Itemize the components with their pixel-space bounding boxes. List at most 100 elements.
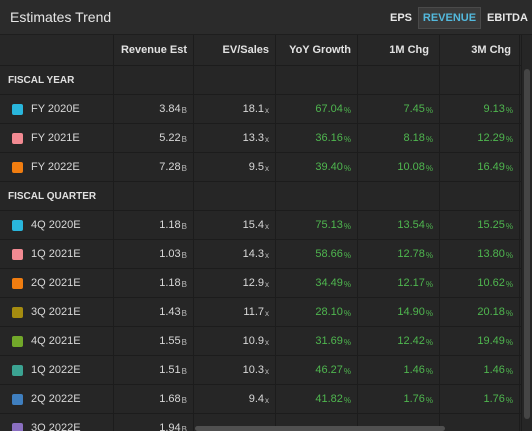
unit-suffix: B (181, 424, 187, 431)
row-label-cell: 4Q 2020E (0, 211, 114, 239)
chg-3m-value-cell: 12.29% (440, 124, 520, 152)
unit-suffix: % (343, 250, 351, 260)
row-label: FY 2022E (31, 161, 80, 173)
table-row[interactable]: FY 2022E 7.28 B 9.5 x 39.40% 10.08% 16.49% (0, 153, 532, 182)
table-row[interactable]: 4Q 2021E 1.55 B 10.9 x 31.69% 12.42% 19.49% (0, 327, 532, 356)
unit-suffix: x (265, 134, 269, 144)
chg-1m-value-cell: 8.18% (358, 124, 440, 152)
horizontal-scroll-thumb[interactable] (195, 426, 445, 431)
table-row[interactable]: FY 2021E 5.22 B 13.3 x 36.16% 8.18% 12.29% (0, 124, 532, 153)
chg-1m-value-cell: 12.17% (358, 269, 440, 297)
row-label-cell: FY 2020E (0, 95, 114, 123)
row-label: FY 2020E (31, 103, 80, 115)
row-label: FY 2021E (31, 132, 80, 144)
unit-suffix: B (181, 163, 187, 173)
yoy-growth-value-cell: 36.16% (276, 124, 358, 152)
row-label-cell: FY 2022E (0, 153, 114, 181)
chg-1m-value: 12.78 (397, 248, 425, 260)
unit-suffix: % (343, 105, 351, 115)
chg-1m-value: 12.42 (397, 335, 425, 347)
chg-3m-value: 20.18 (477, 306, 505, 318)
unit-suffix: % (425, 279, 433, 289)
chg-3m-value: 19.49 (477, 335, 505, 347)
unit-suffix: B (181, 337, 187, 347)
yoy-growth-value: 75.13 (315, 219, 343, 231)
column-header-3m-chg[interactable]: 3M Chg (440, 35, 520, 65)
unit-suffix: x (265, 395, 269, 405)
unit-suffix: % (343, 279, 351, 289)
column-header-ev-sales[interactable]: EV/Sales (194, 35, 276, 65)
table-row[interactable]: 2Q 2022E 1.68 B 9.4 x 41.82% 1.76% 1.76% (0, 385, 532, 414)
table-row[interactable]: 4Q 2020E 1.18 B 15.4 x 75.13% 13.54% 15.25% (0, 211, 532, 240)
chg-3m-value-cell: 9.13% (440, 95, 520, 123)
unit-suffix: B (181, 308, 187, 318)
section-label: FISCAL YEAR (0, 66, 114, 94)
revenue-est-value: 3.84 (159, 103, 181, 115)
ev-sales-value: 14.3 (242, 248, 264, 260)
row-label: 4Q 2021E (31, 335, 81, 347)
series-color-swatch (12, 306, 23, 318)
table-row[interactable]: FY 2020E 3.84 B 18.1 x 67.04% 7.45% 9.13% (0, 95, 532, 124)
unit-suffix: x (265, 279, 269, 289)
revenue-est-value-cell: 1.18 B (114, 269, 194, 297)
ev-sales-value-cell: 10.3 x (194, 356, 276, 384)
tab-revenue[interactable]: REVENUE (418, 7, 481, 29)
chg-3m-value-cell: 10.62% (440, 269, 520, 297)
section-label: FISCAL QUARTER (0, 182, 114, 210)
table-row[interactable]: 2Q 2021E 1.18 B 12.9 x 34.49% 12.17% 10.62% (0, 269, 532, 298)
unit-suffix: % (505, 366, 513, 376)
revenue-est-value: 1.94 (159, 422, 181, 431)
table-row[interactable]: 1Q 2022E 1.51 B 10.3 x 46.27% 1.46% 1.46% (0, 356, 532, 385)
unit-suffix: % (343, 163, 351, 173)
row-label-cell: 3Q 2021E (0, 298, 114, 326)
series-color-swatch (12, 393, 23, 405)
unit-suffix: x (265, 250, 269, 260)
unit-suffix: % (425, 308, 433, 318)
unit-suffix: x (265, 308, 269, 318)
yoy-growth-value: 28.10 (315, 306, 343, 318)
chg-1m-value-cell: 7.45% (358, 95, 440, 123)
yoy-growth-value: 39.40 (315, 161, 343, 173)
table-row[interactable]: 3Q 2021E 1.43 B 11.7 x 28.10% 14.90% 20.18% (0, 298, 532, 327)
yoy-growth-value-cell: 46.27% (276, 356, 358, 384)
vertical-scrollbar[interactable] (521, 35, 532, 431)
unit-suffix: % (425, 250, 433, 260)
revenue-est-value: 7.28 (159, 161, 181, 173)
chg-1m-value-cell: 12.42% (358, 327, 440, 355)
widget-header: Estimates Trend EPS REVENUE EBITDA (0, 0, 532, 35)
ev-sales-value-cell: 18.1 x (194, 95, 276, 123)
ev-sales-value: 12.9 (242, 277, 264, 289)
unit-suffix: % (505, 134, 513, 144)
row-label: 4Q 2020E (31, 219, 81, 231)
series-color-swatch (12, 248, 23, 260)
unit-suffix: B (181, 250, 187, 260)
revenue-est-value-cell: 7.28 B (114, 153, 194, 181)
unit-suffix: % (505, 105, 513, 115)
tab-eps[interactable]: EPS (389, 12, 412, 24)
unit-suffix: x (265, 105, 269, 115)
yoy-growth-value: 46.27 (315, 364, 343, 376)
revenue-est-value-cell: 1.51 B (114, 356, 194, 384)
column-header-yoy-growth[interactable]: YoY Growth (276, 35, 358, 65)
series-color-swatch (12, 422, 23, 431)
table-row[interactable]: 1Q 2021E 1.03 B 14.3 x 58.66% 12.78% 13.80% (0, 240, 532, 269)
column-header-1m-chg[interactable]: 1M Chg (358, 35, 440, 65)
yoy-growth-value: 67.04 (315, 103, 343, 115)
chg-1m-value: 12.17 (397, 277, 425, 289)
chg-3m-value: 1.46 (483, 364, 505, 376)
unit-suffix: B (181, 366, 187, 376)
column-header-row: Revenue Est EV/Sales YoY Growth 1M Chg 3… (0, 35, 532, 66)
estimates-table: Revenue Est EV/Sales YoY Growth 1M Chg 3… (0, 35, 532, 431)
revenue-est-value-cell: 3.84 B (114, 95, 194, 123)
revenue-est-value: 1.03 (159, 248, 181, 260)
chg-3m-value: 13.80 (477, 248, 505, 260)
unit-suffix: % (425, 337, 433, 347)
tab-ebitda[interactable]: EBITDA (487, 12, 528, 24)
column-header-label (0, 35, 114, 65)
unit-suffix: % (425, 366, 433, 376)
revenue-est-value-cell: 1.94 B (114, 414, 194, 431)
chg-1m-value-cell: 1.76% (358, 385, 440, 413)
column-header-revenue-est[interactable]: Revenue Est (114, 35, 194, 65)
vertical-scroll-thumb[interactable] (524, 69, 530, 419)
chg-3m-value: 10.62 (477, 277, 505, 289)
